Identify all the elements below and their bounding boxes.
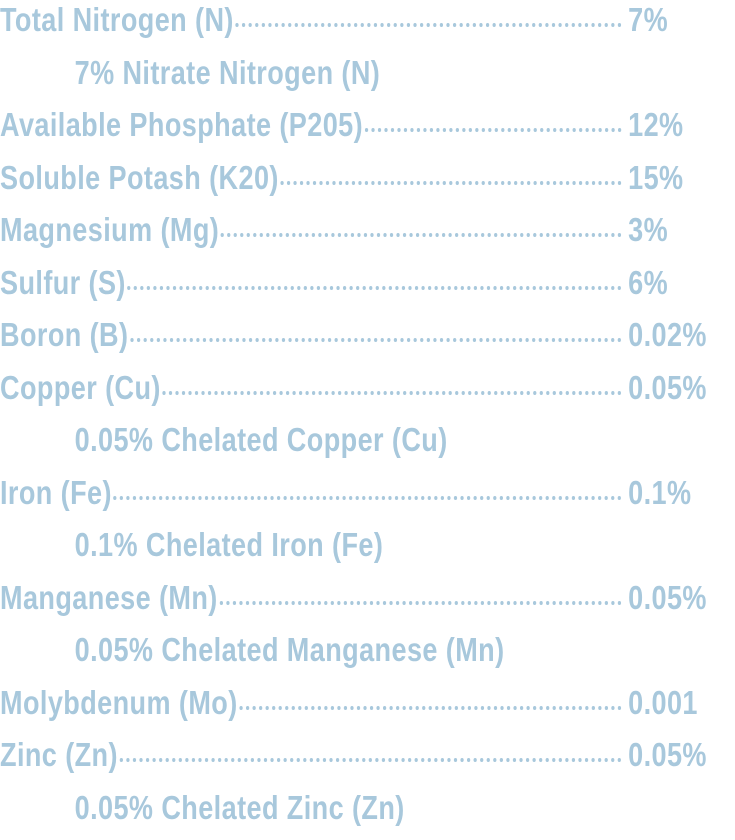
nutrient-label: Manganese (Mn) bbox=[0, 578, 218, 618]
dot-leader bbox=[365, 128, 622, 132]
nutrient-row: Boron (B) 0.02% bbox=[0, 315, 735, 368]
nutrient-value: 0.05% bbox=[628, 735, 735, 775]
dot-leader bbox=[120, 758, 622, 762]
dot-leader bbox=[280, 181, 621, 185]
dot-leader bbox=[235, 23, 621, 27]
nutrient-value: 0.001 bbox=[628, 683, 735, 723]
dot-leader bbox=[114, 496, 622, 500]
nutrient-label: Magnesium (Mg) bbox=[0, 210, 219, 250]
nutrient-label: Molybdenum (Mo) bbox=[0, 683, 238, 723]
nutrient-label: Soluble Potash (K20) bbox=[0, 158, 279, 198]
nutrient-value: 0.02% bbox=[628, 315, 735, 355]
nutrient-label: Zinc (Zn) bbox=[0, 735, 118, 775]
nutrient-detail: 0.05% Chelated Copper (Cu) bbox=[0, 420, 735, 473]
nutrient-value: 7% bbox=[628, 0, 735, 40]
nutrient-value: 0.05% bbox=[628, 578, 735, 618]
nutrient-detail: 0.05% Chelated Zinc (Zn) bbox=[0, 788, 735, 840]
nutrient-row: Iron (Fe) 0.1% bbox=[0, 473, 735, 526]
nutrient-detail: 0.1% Chelated Iron (Fe) bbox=[0, 525, 735, 578]
dot-leader bbox=[219, 601, 621, 605]
nutrient-row: Sulfur (S) 6% bbox=[0, 263, 735, 316]
nutrient-row: Magnesium (Mg) 3% bbox=[0, 210, 735, 263]
nutrient-row: Zinc (Zn) 0.05% bbox=[0, 735, 735, 788]
dot-leader bbox=[127, 286, 621, 290]
nutrient-detail: 7% Nitrate Nitrogen (N) bbox=[0, 53, 735, 106]
nutrient-row: Available Phosphate (P205) 12% bbox=[0, 105, 735, 158]
nutrient-value: 12% bbox=[628, 105, 735, 145]
nutrient-row: Manganese (Mn) 0.05% bbox=[0, 578, 735, 631]
dot-leader bbox=[239, 706, 621, 710]
nutrient-value: 6% bbox=[628, 263, 735, 303]
dot-leader bbox=[221, 233, 622, 237]
nutrient-value: 15% bbox=[628, 158, 735, 198]
nutrient-row: Total Nitrogen (N) 7% bbox=[0, 0, 735, 53]
nutrient-label: Available Phosphate (P205) bbox=[0, 105, 363, 145]
nutrient-label: Iron (Fe) bbox=[0, 473, 112, 513]
nutrient-label: Boron (B) bbox=[0, 315, 128, 355]
nutrient-row: Copper (Cu) 0.05% bbox=[0, 368, 735, 421]
nutrient-label: Copper (Cu) bbox=[0, 368, 161, 408]
nutrient-value: 0.1% bbox=[628, 473, 735, 513]
nutrient-value: 0.05% bbox=[628, 368, 735, 408]
nutrient-label: Sulfur (S) bbox=[0, 263, 126, 303]
nutrient-detail: 0.05% Chelated Manganese (Mn) bbox=[0, 630, 735, 683]
nutrient-row: Soluble Potash (K20) 15% bbox=[0, 158, 735, 211]
nutrient-value: 3% bbox=[628, 210, 735, 250]
dot-leader bbox=[162, 391, 621, 395]
dot-leader bbox=[130, 338, 621, 342]
nutrient-row: Molybdenum (Mo) 0.001 bbox=[0, 683, 735, 736]
nutrient-label: Total Nitrogen (N) bbox=[0, 0, 234, 40]
